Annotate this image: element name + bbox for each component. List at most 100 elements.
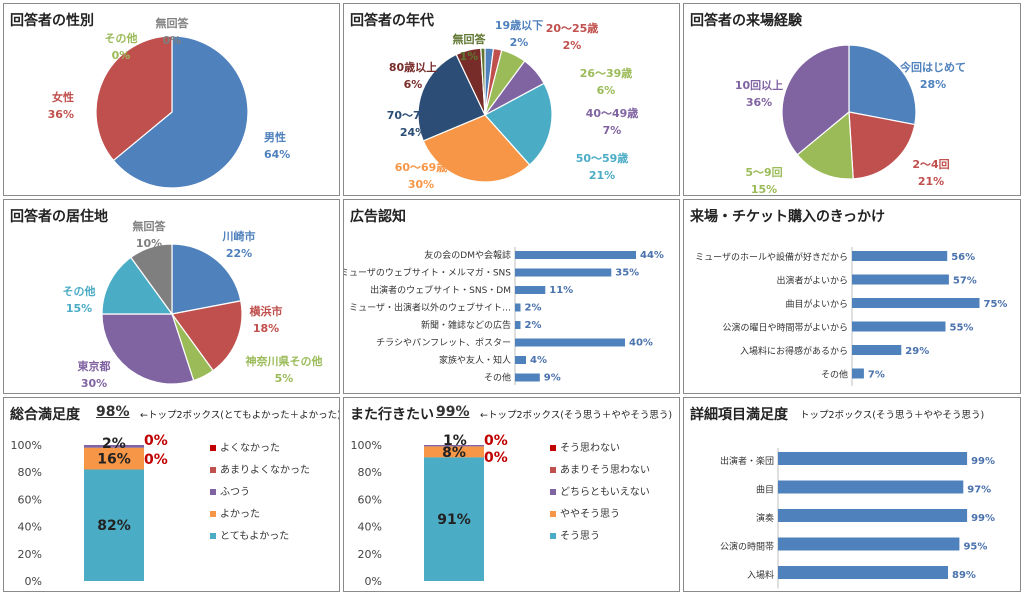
bar-value-label: 29%	[905, 346, 929, 357]
slice-value-label: 24%	[400, 126, 426, 139]
panel-title: 回答者の性別	[10, 13, 94, 29]
slice-value-label: 21%	[918, 175, 944, 188]
pie-slice	[95, 35, 173, 162]
slice-label: 無回答	[453, 32, 487, 46]
legend-swatch	[550, 533, 556, 539]
residence-pie-chart: 川崎市 22% 横浜市 18% 神奈川県その他 5% 東京都 30% その他 15% 無回答 10%	[63, 219, 323, 390]
slice-value-label: 28%	[920, 78, 946, 91]
bar-value-label: 99%	[971, 456, 995, 467]
slice-label: 神奈川県その他	[246, 354, 323, 368]
panel-title: 詳細項目満足度	[690, 407, 788, 423]
slice-label: 50～59歳	[576, 151, 629, 165]
stack-segment	[424, 446, 484, 458]
slice-label: 5～9回	[745, 165, 782, 179]
slice-label: 横浜市	[250, 304, 283, 318]
bar-category-label: 新聞・雑誌などの広告	[421, 319, 511, 331]
slice-value-label: 6%	[404, 78, 423, 91]
bar-category-label: 出演者・楽団	[720, 455, 774, 467]
segment-value-label: 2%	[102, 436, 126, 452]
pie-slice	[112, 35, 249, 189]
panel-title: 回答者の来場経験	[690, 13, 802, 29]
stack-segment	[84, 445, 144, 448]
gender-pie-chart: 男性 64% 女性 36% その他 0% 無回答 0%	[48, 16, 290, 189]
segment-value-label: 0%	[484, 433, 508, 449]
panel-age: 回答者の年代 19歳以下 2% 20～25歳 2% 26～39歳 6% 40～49歳 7% 50…	[343, 3, 680, 196]
slice-label: 60～69歳	[395, 160, 448, 174]
slice-label: 2～4回	[912, 157, 949, 171]
y-tick-label: 80%	[358, 466, 382, 479]
y-tick-label: 60%	[18, 493, 42, 506]
legend-label: ややそう思う	[560, 508, 620, 520]
legend-label: あまりそう思わない	[560, 464, 650, 476]
slice-value-label: 30%	[408, 178, 434, 191]
legend-label: あまりよくなかった	[220, 464, 310, 476]
y-tick-label: 40%	[358, 521, 382, 534]
panel-ad-awareness: 広告認知 友の会のDMや会報誌 44% ミューザのウェブサイト・メルマガ・SNS 35…	[343, 199, 680, 394]
pie-slice	[101, 256, 174, 315]
segment-value-label: 8%	[442, 445, 466, 461]
visits-pie-chart: 今回はじめて 28% 2～4回 21% 5～9回 15% 10回以上 36%	[735, 44, 966, 196]
bar	[515, 303, 521, 312]
bar-category-label: その他	[821, 369, 848, 381]
slice-value-label: 36%	[746, 96, 772, 109]
bar-category-label: 曲目がよいから	[785, 298, 848, 310]
bar	[852, 251, 948, 261]
bar-category-label: 友の会のDMや会報誌	[424, 249, 511, 261]
pie-slice	[171, 243, 242, 315]
bar	[852, 368, 864, 379]
bar-value-label: 2%	[525, 303, 542, 314]
bar-category-label: 出演者がよいから	[776, 275, 848, 287]
bar-value-label: 55%	[950, 323, 974, 334]
bar	[852, 321, 946, 332]
revisit-intent-stacked-chart: 0%20%40%60%80%100%91%8%1% 0%0%そう思わないあまりそう…	[351, 433, 650, 588]
panel-title: 広告認知	[350, 209, 406, 225]
bar-category-label: 曲目	[756, 485, 774, 496]
legend-swatch	[550, 511, 556, 517]
y-tick-label: 0%	[25, 575, 42, 588]
stack-segment	[84, 447, 144, 470]
bar	[852, 345, 902, 355]
slice-label: 26～39歳	[580, 66, 633, 80]
slice-value-label: 15%	[751, 183, 777, 196]
y-tick-label: 100%	[351, 439, 382, 452]
y-tick-label: 100%	[11, 439, 42, 452]
slice-value-label: 64%	[264, 148, 290, 161]
panel-title: 回答者の居住地	[10, 209, 108, 225]
panel-residence: 回答者の居住地 川崎市 22% 横浜市 18% 神奈川県その他 5% 東京都 30% その他 15…	[3, 199, 340, 394]
detail-satisfaction-bar-chart: 出演者・楽団 99% 曲目 97% 演奏 99% 公演の時間帯 95% 入場料 89%	[720, 448, 995, 589]
bar-category-label: 出演者のウェブサイト・SNS・DM	[370, 284, 511, 296]
bar	[778, 480, 964, 494]
legend-label: とてもよかった	[220, 530, 289, 542]
legend-label: よかった	[220, 508, 260, 520]
legend-label: そう思わない	[560, 442, 620, 454]
slice-label: 19歳以下	[495, 18, 543, 32]
slice-value-label: 15%	[66, 302, 92, 315]
bar-value-label: 2%	[525, 320, 542, 331]
top2-value: 98%	[96, 404, 130, 420]
slice-value-label: 0%	[112, 49, 131, 62]
slice-label: 80歳以上	[389, 60, 437, 74]
stack-segment	[424, 457, 484, 581]
bar	[515, 338, 625, 347]
pie-slice	[170, 300, 243, 372]
y-tick-label: 20%	[18, 548, 42, 561]
slice-value-label: 36%	[48, 108, 74, 121]
bar-category-label: 入場料にお得感があるから	[740, 345, 848, 357]
age-pie-chart: 19歳以下 2% 20～25歳 2% 26～39歳 6% 40～49歳 7% 50～59歳 21%…	[387, 18, 639, 191]
segment-value-label: 0%	[144, 452, 168, 468]
slice-label: 70～79歳	[387, 108, 440, 122]
slice-label: その他	[63, 284, 96, 298]
bar	[778, 452, 968, 465]
legend-swatch	[550, 445, 556, 451]
bar	[515, 268, 612, 277]
purchase-trigger-bar-chart: ミューザのホールや設備が好きだから 56% 出演者がよいから 57% 曲目がよいから 75…	[695, 247, 1007, 386]
pie-slice	[417, 53, 486, 142]
pie-slice	[781, 44, 850, 156]
bar-value-label: 95%	[963, 542, 987, 553]
pie-slice	[480, 47, 486, 116]
bar	[515, 356, 526, 364]
panel-gender: 回答者の性別 男性 64% 女性 36% その他 0% 無回答 0%	[3, 3, 340, 196]
bar-category-label: ミューザのホールや設備が好きだから	[695, 251, 848, 263]
slice-value-label: 1%	[460, 50, 479, 63]
bar-value-label: 89%	[952, 570, 976, 581]
